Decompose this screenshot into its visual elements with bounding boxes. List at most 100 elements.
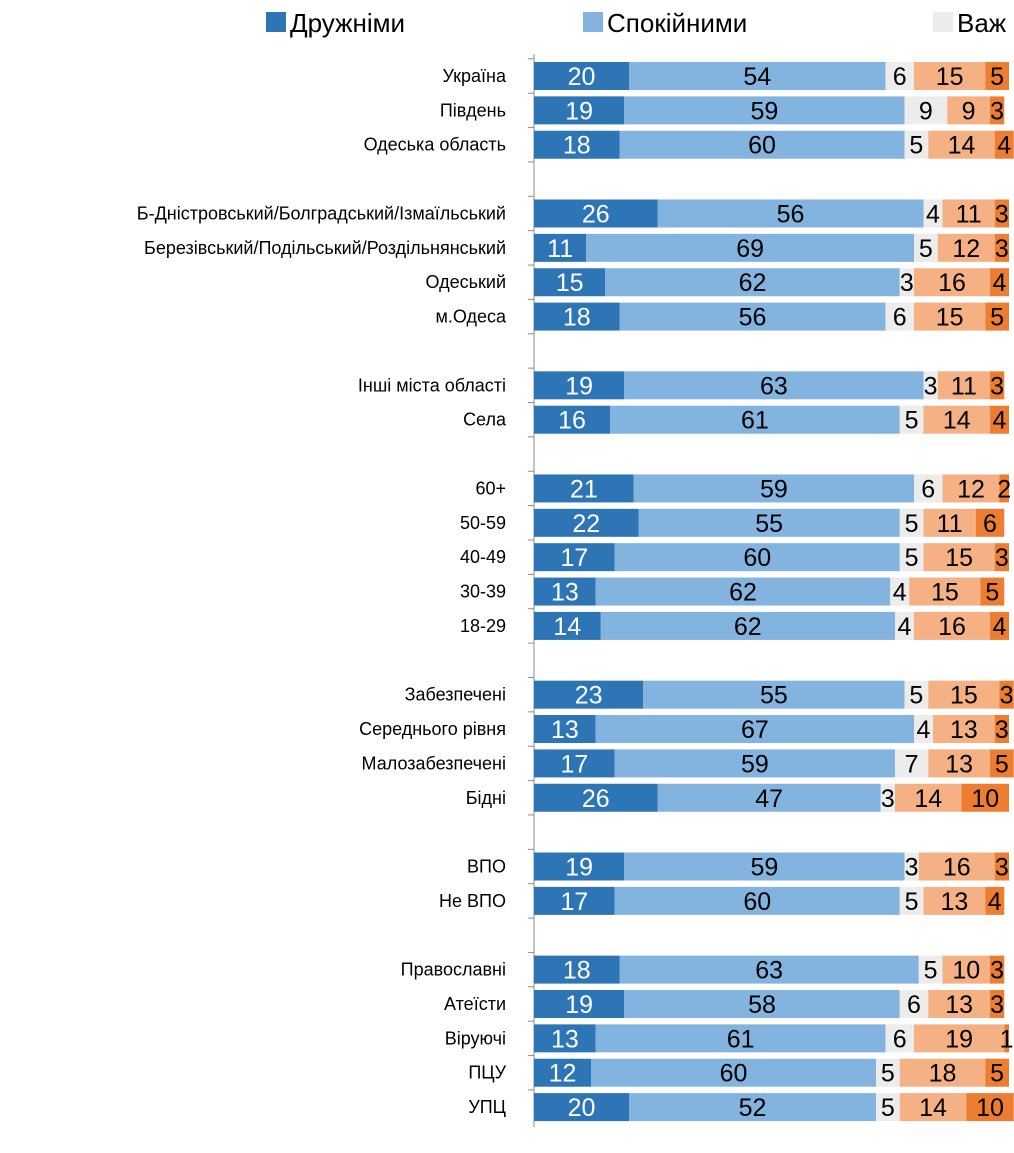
- bar-segment: [534, 577, 596, 606]
- data-label: 15: [950, 682, 978, 710]
- bar-segment: [534, 783, 658, 812]
- data-label: 3: [995, 235, 1009, 263]
- data-label: 55: [755, 510, 783, 538]
- bar-segment: [899, 405, 924, 434]
- bar-segment: [1004, 1024, 1009, 1053]
- bar-segment: [586, 233, 914, 262]
- data-label: 19: [565, 854, 593, 882]
- data-label: 5: [909, 682, 923, 710]
- data-label: 62: [734, 613, 762, 641]
- bar-segment: [923, 543, 995, 572]
- bar-segment: [914, 611, 990, 640]
- bar-segment: [895, 749, 929, 778]
- bar-segment: [928, 680, 1000, 709]
- bar-segment: [534, 1024, 596, 1053]
- bar-segment: [624, 371, 924, 400]
- data-label: 6: [907, 991, 921, 1019]
- category-label: Бідні: [466, 788, 506, 808]
- bar-segment: [985, 1058, 1009, 1087]
- bar-segment: [534, 1058, 591, 1087]
- data-label: 18: [929, 1060, 957, 1088]
- data-label: 56: [739, 304, 767, 332]
- bar-segment: [990, 749, 1014, 778]
- data-label: 4: [893, 579, 907, 607]
- bar-segment: [534, 680, 644, 709]
- data-label: 59: [741, 750, 769, 778]
- bar-segment: [990, 955, 1005, 984]
- bar-segment: [990, 405, 1009, 434]
- legend-item: Важ: [933, 8, 1007, 38]
- data-label: 13: [945, 991, 973, 1019]
- data-label: 12: [952, 235, 980, 263]
- category-label: УПЦ: [468, 1097, 506, 1117]
- data-label: 15: [931, 579, 959, 607]
- bar-segment: [942, 474, 1000, 503]
- bar-segment: [876, 1093, 900, 1122]
- data-label: 5: [919, 235, 933, 263]
- bar-segment: [942, 199, 995, 228]
- data-label: 5: [905, 510, 919, 538]
- data-label: 19: [565, 991, 593, 1019]
- data-label: 62: [729, 579, 757, 607]
- data-label: 11: [956, 200, 982, 228]
- data-label: 59: [750, 97, 778, 125]
- data-label: 6: [983, 510, 997, 538]
- bar-segment: [633, 474, 914, 503]
- data-label: 16: [938, 613, 966, 641]
- data-label: 4: [993, 613, 1007, 641]
- data-label: 22: [572, 510, 600, 538]
- data-label: 60: [748, 132, 776, 160]
- bar-segment: [629, 62, 886, 90]
- data-label: 5: [924, 957, 938, 985]
- data-label: 19: [565, 372, 593, 400]
- data-label: 69: [736, 235, 764, 263]
- data-label: 3: [900, 269, 914, 297]
- bar-segment: [990, 268, 1009, 297]
- data-label: 63: [755, 957, 783, 985]
- bar-segment: [909, 577, 981, 606]
- data-label: 17: [560, 750, 588, 778]
- legend-label: Спокійними: [607, 8, 747, 38]
- bar-segment: [643, 680, 905, 709]
- bar-segment: [605, 268, 900, 297]
- data-label: 60: [720, 1060, 748, 1088]
- data-label: 3: [995, 854, 1009, 882]
- bar-segment: [534, 130, 620, 159]
- data-label: 5: [985, 579, 999, 607]
- data-label: 5: [990, 304, 1004, 332]
- data-label: 14: [943, 407, 971, 435]
- data-label: 14: [914, 785, 942, 813]
- category-label: Не ВПО: [439, 891, 506, 911]
- bar-segment: [990, 989, 1005, 1018]
- bar-segment: [899, 1093, 967, 1122]
- bar-segment: [994, 199, 1009, 228]
- data-label: 19: [565, 97, 593, 125]
- bar-segment: [534, 199, 658, 228]
- bar-segment: [595, 1024, 886, 1053]
- bar-segment: [534, 474, 634, 503]
- category-label: 50-59: [460, 513, 506, 533]
- bar-segment: [534, 96, 625, 125]
- bar-segment: [624, 96, 905, 125]
- bar-segment: [534, 1093, 629, 1122]
- data-label: 16: [938, 269, 966, 297]
- data-label: 5: [990, 63, 1004, 91]
- category-label: м.Одеса: [435, 307, 506, 327]
- data-label: 3: [995, 716, 1009, 744]
- category-label: Одеський: [426, 272, 506, 292]
- bar-segment: [914, 715, 933, 744]
- data-label: 52: [739, 1094, 767, 1122]
- data-label: 16: [943, 854, 971, 882]
- data-label: 3: [990, 991, 1004, 1019]
- legend: Дружніми Спокійними Важ: [266, 8, 1007, 38]
- bar-segment: [876, 1058, 900, 1087]
- data-label: 56: [777, 200, 805, 228]
- bar-segment: [534, 405, 610, 434]
- data-label: 5: [990, 1060, 1004, 1088]
- data-label: 4: [926, 200, 940, 228]
- bar-segment: [937, 371, 990, 400]
- category-label: Середнього рівня: [359, 719, 506, 739]
- category-label: Б-Дністровський/Болградський/Ізмаїльськи…: [137, 203, 506, 223]
- bar-segment: [914, 474, 943, 503]
- category-label: ВПО: [467, 857, 506, 877]
